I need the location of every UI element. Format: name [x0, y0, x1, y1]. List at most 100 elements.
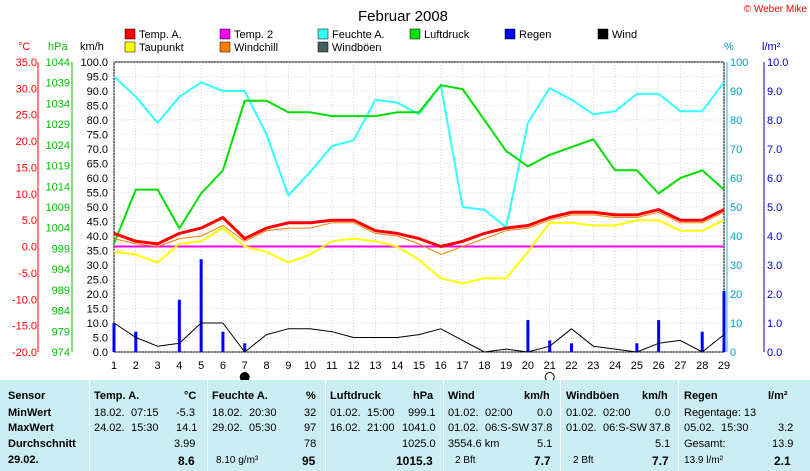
x-tick-label: 12 — [348, 360, 360, 372]
x-tick-label: 8 — [263, 360, 269, 372]
tick-label-pressure: 1029 — [46, 119, 70, 131]
tick-label-temp: 35.0 — [16, 57, 37, 69]
tick-label-temp: 15.0 — [16, 162, 37, 174]
tick-label-pressure: 974 — [52, 347, 70, 359]
x-tick-label: 19 — [500, 360, 512, 372]
temp-today: 8.6 — [178, 454, 195, 468]
chart-area: 35.0 30.0 25.0 20.0 15.0 10.0 5.0 0.0 -5.0 -10.0-… — [11, 4, 808, 380]
humidity-today: 95 — [302, 454, 316, 468]
x-tick-label: 21 — [544, 360, 556, 372]
tick-label-humidity: 10 — [730, 318, 742, 330]
x-tick-label: 2 — [133, 360, 139, 372]
x-tick-label: 24 — [609, 360, 621, 372]
tick-label-rain: 4.0 — [767, 231, 782, 243]
gust-beaufort: 2 Bft — [573, 455, 594, 466]
gust-header: Windböen — [566, 390, 620, 402]
tick-label-pressure: 994 — [52, 264, 70, 276]
tick-label-wind: 55.0 — [87, 188, 108, 200]
rain-max-date: 05.02. — [684, 422, 715, 434]
tick-label-humidity: 50 — [730, 202, 742, 214]
x-tick-label: 25 — [631, 360, 643, 372]
rain-today: 2.1 — [774, 454, 791, 468]
x-tick-label: 27 — [674, 360, 686, 372]
rain-bar — [526, 320, 530, 352]
weather-chart: 35.030.025.020.015.010.05.00.0-5.0-10.0-… — [12, 4, 808, 380]
legend-swatch — [219, 28, 231, 40]
x-tick-label: 3 — [155, 360, 161, 372]
tick-label-pressure: 1004 — [46, 223, 70, 235]
x-tick-label: 26 — [653, 360, 665, 372]
x-tick-label: 9 — [285, 360, 291, 372]
gust-max-date: 01.02. — [566, 422, 597, 434]
chart-title: Februar 2008 — [358, 8, 448, 25]
temp-min-value: -5.3 — [176, 407, 195, 419]
temp-max-time: 15:30 — [131, 422, 159, 434]
tick-label-rain: 9.0 — [767, 86, 782, 98]
wind-beaufort: 2 Bft — [455, 455, 476, 466]
humidity-header: Feuchte A. — [212, 390, 268, 402]
tick-label-wind: 65.0 — [87, 159, 108, 171]
tick-label-wind: 5.0 — [93, 333, 108, 345]
tick-label-wind: 40.0 — [87, 231, 108, 243]
tick-label-wind: 70.0 — [87, 144, 108, 156]
x-tick-label: 5 — [198, 360, 204, 372]
x-tick-label: 17 — [456, 360, 468, 372]
legend-label: Windböen — [332, 42, 382, 54]
rain-unit-label: l/m² — [762, 41, 781, 53]
tick-label-wind: 60.0 — [87, 173, 108, 185]
rain-unit: l/m² — [768, 390, 788, 402]
humidity-min-date: 18.02. — [212, 407, 243, 419]
gust-avg: 5.1 — [655, 438, 671, 450]
legend-label: Windchill — [234, 42, 278, 54]
rain-bar — [722, 291, 726, 352]
rain-max-value: 3.2 — [778, 422, 794, 434]
gust-unit: km/h — [642, 390, 668, 402]
tick-label-humidity: 100 — [730, 57, 748, 69]
copyright-text: © Weber Mike — [744, 4, 808, 15]
temp-header: Temp. A. — [94, 390, 140, 402]
humidity-max-time: 05:30 — [249, 422, 277, 434]
pressure-header: Luftdruck — [330, 390, 381, 402]
tick-label-temp: 20.0 — [16, 136, 37, 148]
rain-days: Regentage: 13 — [684, 407, 757, 419]
wind-unit-label: km/h — [80, 41, 104, 53]
rain-max-time: 15:30 — [721, 422, 749, 434]
tick-label-wind: 45.0 — [87, 217, 108, 229]
rain-bar — [177, 299, 181, 352]
series-line-luftdruck — [113, 84, 725, 245]
wind-max-direction: 06:S-SW — [485, 422, 530, 434]
pressure-max-value: 1041.0 — [402, 422, 436, 434]
pressure-unit: hPa — [413, 390, 434, 402]
gust-max-value: 37.8 — [649, 422, 671, 434]
humidity-unit: % — [306, 390, 316, 402]
legend-label: Temp. 2 — [234, 29, 273, 41]
pressure-today: 1015.3 — [396, 454, 433, 468]
gust-min-date: 01.02. — [566, 407, 597, 419]
tick-label-temp: -20.0 — [12, 347, 37, 359]
tick-label-wind: 35.0 — [87, 246, 108, 258]
tick-label-rain: 0.0 — [767, 347, 782, 359]
sensor-header: Sensor — [8, 390, 46, 402]
tick-label-rain: 5.0 — [767, 202, 782, 214]
tick-label-pressure: 1044 — [46, 57, 70, 69]
legend-swatch — [124, 41, 136, 53]
statistics-table: Sensor MinWert MaxWert Durchschnitt 29.0… — [0, 380, 810, 471]
max-label: MaxWert — [8, 422, 54, 434]
tick-label-temp: 30.0 — [16, 83, 37, 95]
series-line-temp-a- — [113, 208, 725, 248]
tick-label-rain: 7.0 — [767, 144, 782, 156]
tick-label-wind: 50.0 — [87, 202, 108, 214]
rain-bar — [570, 343, 573, 352]
tick-label-temp: 0.0 — [22, 242, 37, 254]
tick-label-humidity: 30 — [730, 260, 742, 272]
wind-max-date: 01.02. — [448, 422, 479, 434]
x-tick-label: 10 — [304, 360, 316, 372]
temp-avg: 3.99 — [174, 438, 196, 450]
x-tick-label: 13 — [369, 360, 381, 372]
tick-label-pressure: 1024 — [46, 140, 70, 152]
x-tick-label: 15 — [413, 360, 425, 372]
tick-label-rain: 10.0 — [767, 57, 788, 69]
wind-unit: km/h — [524, 390, 550, 402]
pressure-unit-label: hPa — [48, 41, 68, 53]
tick-label-wind: 75.0 — [87, 130, 108, 142]
